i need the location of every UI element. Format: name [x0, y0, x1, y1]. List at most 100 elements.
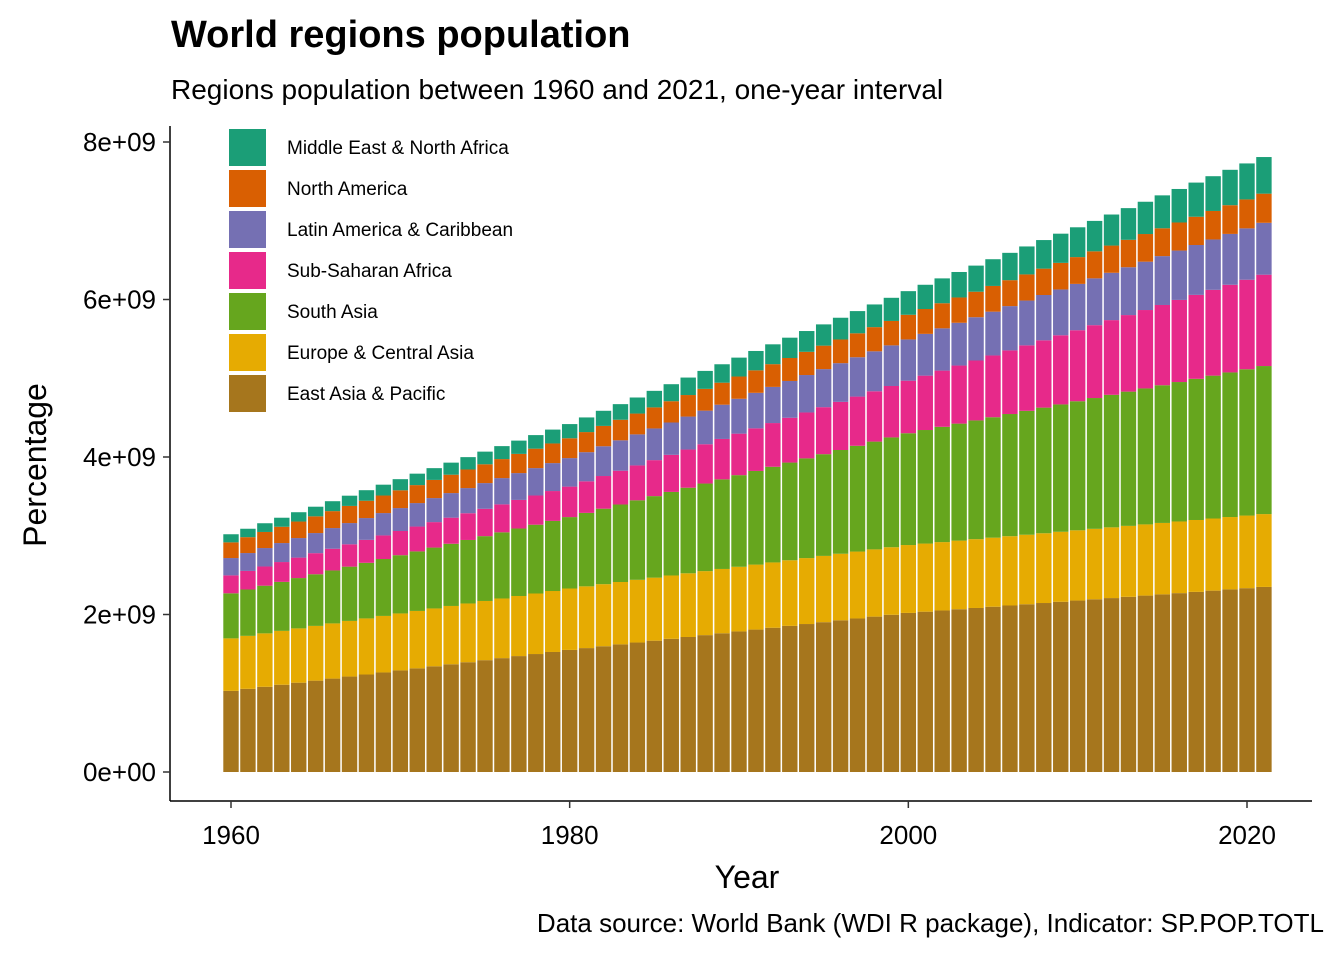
bar-segment [1002, 350, 1018, 415]
bar-segment [1002, 306, 1018, 351]
bar-segment [358, 674, 375, 772]
bar-segment [1019, 300, 1035, 346]
bar-segment [1256, 366, 1272, 515]
bar-segment [663, 401, 679, 423]
bar-segment [968, 607, 984, 772]
bar-segment [324, 501, 341, 512]
bar-segment [528, 593, 544, 655]
bar-segment [1171, 521, 1187, 594]
bar-segment [1171, 250, 1187, 300]
bar-segment [680, 487, 696, 574]
legend-key [229, 252, 266, 289]
bar-segment [1154, 304, 1171, 386]
legend-label: Middle East & North Africa [287, 138, 509, 159]
bar-segment [1256, 222, 1272, 275]
bar-segment [917, 611, 933, 772]
bar-segment [680, 416, 696, 450]
bar-segment [409, 473, 425, 486]
bar-segment [1086, 278, 1103, 326]
bar-segment [358, 518, 375, 540]
legend-label: Europe & Central Asia [287, 343, 474, 364]
bar-segment [223, 558, 239, 576]
bar-segment [1239, 588, 1255, 772]
bar-segment [951, 365, 967, 424]
bar-segment [375, 559, 392, 616]
bar-segment [968, 317, 984, 361]
bar-segment [1205, 210, 1221, 240]
bar-segment [1137, 388, 1154, 525]
legend-label: East Asia & Pacific [287, 384, 445, 405]
bar-segment [358, 490, 375, 501]
legend-label: Sub-Saharan Africa [287, 261, 452, 282]
bar-segment [714, 404, 730, 439]
bar-segment [612, 644, 629, 772]
bar-segment [697, 410, 713, 445]
bar-segment [646, 407, 663, 429]
legend-label: North America [287, 179, 408, 200]
bar-segment [274, 543, 290, 563]
bar-segment [443, 605, 459, 665]
bar-segment [799, 558, 815, 625]
bar-segment [307, 680, 324, 772]
bar-segment [714, 568, 730, 634]
bar-segment [358, 562, 375, 619]
bar-segment [324, 623, 341, 679]
legend-key [229, 375, 266, 412]
bar-segment [443, 517, 459, 544]
bar-segment [511, 595, 527, 657]
bar-segment [1103, 214, 1120, 246]
bar-segment [815, 454, 832, 556]
bar-segment [494, 459, 510, 479]
bar-segment [883, 297, 900, 321]
bar-segment [1069, 530, 1086, 601]
bar-segment [968, 539, 984, 608]
bar-segment [257, 523, 273, 532]
bar-segment [477, 600, 493, 661]
bar-segment [274, 562, 290, 582]
bar-segment [1019, 274, 1035, 301]
legend-key [229, 293, 266, 330]
bar-segment [968, 265, 984, 292]
bar-segment [511, 473, 527, 500]
bar-segment [799, 458, 815, 559]
bar-segment [900, 545, 917, 613]
bar-segment [799, 624, 815, 772]
axes: 0e+00 2e+09 4e+09 6e+09 8e+09 1960 1980 2000 202… [83, 126, 1312, 850]
bar-segment [223, 575, 239, 594]
bar-segment [477, 508, 493, 537]
bar-segment [477, 536, 493, 601]
bar-segment [1171, 299, 1187, 383]
bar-segment [731, 566, 747, 632]
bar-segment [815, 622, 832, 772]
x-tick-label: 1980 [541, 820, 599, 850]
bar-segment [697, 388, 713, 411]
bar-segment [1154, 594, 1171, 772]
bar-segment [782, 560, 798, 626]
bar-segment [511, 528, 527, 596]
bar-segment [409, 503, 425, 527]
bar-segment [595, 425, 612, 447]
bar-segment [477, 660, 493, 772]
bar-segment [426, 608, 442, 667]
x-axis-title: Year [715, 859, 780, 895]
y-axis-title: Percentage [17, 383, 53, 547]
bar-segment [934, 278, 950, 304]
bar-segment [714, 633, 730, 772]
bar-segment [1002, 280, 1018, 307]
bar-segment [274, 526, 290, 544]
bar-segment [866, 327, 883, 352]
bar-segment [917, 309, 933, 334]
bar-segment [1086, 528, 1103, 600]
bar-segment [409, 551, 425, 611]
bar-segment [731, 376, 747, 399]
bar-segment [257, 633, 273, 687]
bar-segment [1120, 315, 1137, 392]
bar-segment [1069, 257, 1086, 284]
bar-segment [934, 303, 950, 329]
bar-segment [866, 616, 883, 772]
bar-segment [629, 413, 646, 435]
bar-segment [1036, 340, 1052, 408]
bar-segment [1222, 284, 1238, 373]
bar-segment [460, 469, 476, 489]
bar-segment [900, 612, 917, 772]
